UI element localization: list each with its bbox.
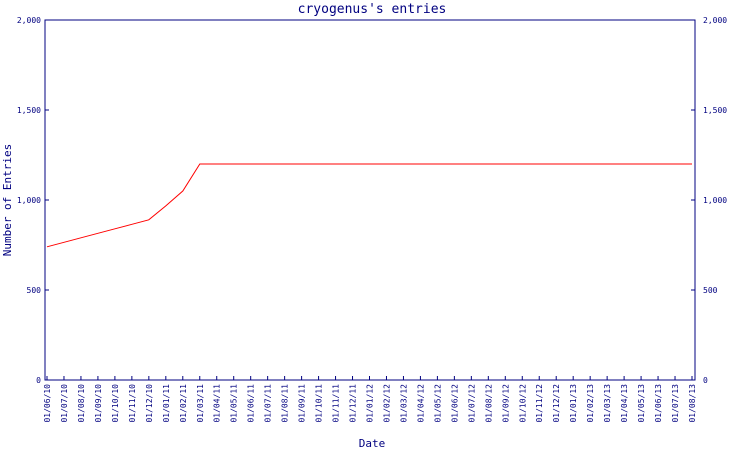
x-tick-label: 01/07/12 [467, 384, 476, 423]
x-tick-label: 01/12/10 [145, 384, 154, 423]
y2-tick-label: 1,500 [703, 106, 727, 115]
x-tick-label: 01/06/11 [247, 384, 256, 423]
y2-tick-label: 0 [703, 376, 708, 385]
x-tick-label: 01/04/13 [620, 384, 629, 423]
x-tick-label: 01/07/13 [671, 384, 680, 423]
x-tick-label: 01/01/13 [569, 384, 578, 423]
x-tick-label: 01/02/12 [382, 384, 391, 423]
x-tick-label: 01/12/12 [552, 384, 561, 423]
y-tick-label: 0 [36, 376, 41, 385]
x-tick-label: 01/05/11 [230, 384, 239, 423]
y2-tick-label: 500 [703, 286, 718, 295]
x-tick-label: 01/07/11 [264, 384, 273, 423]
x-tick-label: 01/11/10 [128, 384, 137, 423]
x-tick-label: 01/06/10 [43, 384, 52, 423]
x-tick-label: 01/06/12 [450, 384, 459, 423]
x-tick-label: 01/08/11 [281, 384, 290, 423]
x-tick-label: 01/05/12 [433, 384, 442, 423]
plot-frame [44, 19, 696, 381]
x-tick-label: 01/08/13 [688, 384, 697, 423]
x-tick-label: 01/11/11 [332, 384, 341, 423]
x-tick-label: 01/06/13 [654, 384, 663, 423]
x-tick-label: 01/09/10 [94, 384, 103, 423]
data-line [46, 163, 692, 248]
y-axis-title: Number of Entries [1, 144, 14, 257]
chart-title: cryogenus's entries [298, 2, 447, 17]
x-tick-label: 01/10/11 [315, 384, 324, 423]
x-tick-label: 01/01/12 [366, 384, 375, 423]
x-tick-label: 01/08/12 [484, 384, 493, 423]
y2-tick-label: 2,000 [703, 16, 727, 25]
x-tick-label: 01/04/12 [416, 384, 425, 423]
x-tick-label: 01/08/10 [77, 384, 86, 423]
x-tick-label: 01/09/12 [501, 384, 510, 423]
y-tick-label: 500 [27, 286, 42, 295]
x-tick-label: 01/10/12 [518, 384, 527, 423]
x-tick-label: 01/04/11 [213, 384, 222, 423]
x-tick-label: 01/01/11 [162, 384, 171, 423]
y2-tick-label: 1,000 [703, 196, 727, 205]
x-axis-title: Date [359, 437, 386, 450]
y-tick-label: 2,000 [17, 16, 41, 25]
x-tick-label: 01/07/10 [60, 384, 69, 423]
x-tick-label: 01/09/11 [298, 384, 307, 423]
x-tick-label: 01/02/11 [179, 384, 188, 423]
x-tick-label: 01/10/10 [111, 384, 120, 423]
x-tick-label: 01/02/13 [586, 384, 595, 423]
y-tick-label: 1,000 [17, 196, 41, 205]
x-tick-label: 01/12/11 [349, 384, 358, 423]
x-tick-label: 01/03/12 [399, 384, 408, 423]
x-tick-label: 01/03/13 [603, 384, 612, 423]
x-tick-label: 01/11/12 [535, 384, 544, 423]
x-tick-label: 01/05/13 [637, 384, 646, 423]
x-tick-label: 01/03/11 [196, 384, 205, 423]
y-tick-label: 1,500 [17, 106, 41, 115]
